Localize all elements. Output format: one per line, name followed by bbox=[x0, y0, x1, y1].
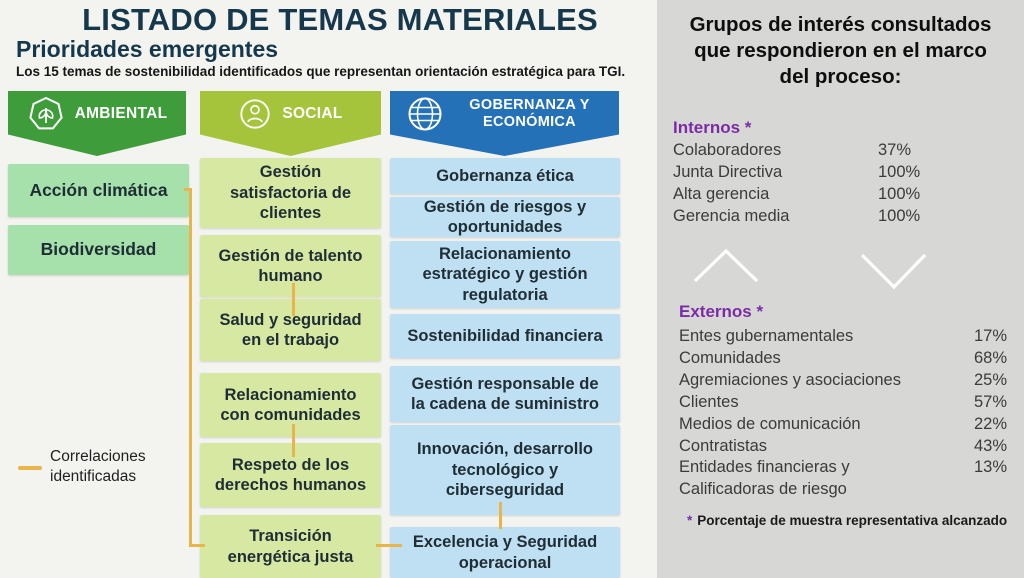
external-row: Medios de comunicación 22% bbox=[679, 414, 1007, 436]
column-header-gobernanza: GOBERNANZA Y ECONÓMICA bbox=[390, 91, 619, 156]
stakeholder-label: Alta gerencia bbox=[673, 185, 770, 203]
chevron-up-icon bbox=[693, 248, 759, 283]
stakeholder-value: 100% bbox=[878, 185, 921, 203]
column-header-label: AMBIENTAL bbox=[74, 104, 168, 122]
stakeholder-value: 100% bbox=[878, 207, 921, 225]
leaf-badge-icon bbox=[27, 95, 65, 133]
topic-card-sostenibilidad-financiera: Sostenibilidad financiera bbox=[390, 314, 620, 358]
topic-card-salud-seguridad: Salud y seguridad en el trabajo bbox=[200, 299, 381, 361]
page-subtitle: Prioridades emergentes bbox=[16, 36, 279, 62]
topic-card-riesgos-oportunidades: Gestión de riesgos y oportunidades bbox=[390, 197, 620, 237]
stakeholder-label: Entidades financieras y Calificadoras de… bbox=[679, 458, 850, 499]
external-group-heading: Externos * bbox=[679, 302, 764, 321]
footnote-asterisk: * bbox=[687, 513, 693, 528]
correlation-connector bbox=[189, 544, 205, 547]
stakeholder-label: Clientes bbox=[679, 392, 739, 411]
internal-group-heading: Internos * bbox=[673, 118, 752, 137]
stakeholder-value: 68% bbox=[973, 348, 1007, 367]
correlation-line-swatch bbox=[18, 466, 42, 470]
chevron-down-icon bbox=[860, 253, 927, 290]
stakeholder-label: Agremiaciones y asociaciones bbox=[679, 370, 901, 389]
stakeholder-value: 43% bbox=[973, 436, 1007, 455]
legend-label: Correlaciones identificadas bbox=[50, 448, 146, 486]
stakeholder-value: 25% bbox=[973, 370, 1007, 389]
footnote-text: Porcentaje de muestra representativa alc… bbox=[697, 513, 1008, 528]
panel-footnote: * Porcentaje de muestra representativa al… bbox=[687, 513, 1007, 528]
external-row: Comunidades 68% bbox=[679, 348, 1007, 370]
column-header-label: GOBERNANZA Y ECONÓMICA bbox=[469, 96, 590, 130]
topic-card-relacionamiento-estrategico: Relacionamiento estratégico y gestión re… bbox=[390, 241, 620, 308]
column-header-social: SOCIAL bbox=[200, 91, 381, 156]
chevron-decorations bbox=[693, 248, 927, 290]
internal-row: Gerencia media 100% bbox=[673, 207, 1008, 229]
topic-card-gobernanza-etica: Gobernanza ética bbox=[390, 158, 620, 194]
external-row: Entes gubernamentales 17% bbox=[679, 326, 1007, 348]
internal-row: Colaboradores 37% bbox=[673, 141, 1008, 163]
stakeholder-label: Comunidades bbox=[679, 348, 781, 367]
internal-row: Junta Directiva 100% bbox=[673, 163, 1008, 185]
correlation-connector bbox=[184, 188, 192, 191]
external-rows: Entes gubernamentales 17% Comunidades 68… bbox=[679, 326, 1007, 501]
correlation-connector bbox=[376, 544, 402, 547]
page-description: Los 15 temas de sostenibilidad identific… bbox=[16, 64, 626, 79]
person-icon bbox=[238, 97, 272, 131]
correlation-connector bbox=[292, 283, 295, 316]
stakeholder-value: 22% bbox=[973, 414, 1007, 433]
correlation-connector bbox=[292, 424, 295, 457]
stakeholder-label: Junta Directiva bbox=[673, 163, 783, 181]
topic-card-excelencia-operacional: Excelencia y Seguridad operacional bbox=[390, 527, 620, 578]
stakeholder-label: Colaboradores bbox=[673, 141, 782, 159]
stakeholder-label: Medios de comunicación bbox=[679, 414, 861, 433]
globe-icon bbox=[405, 94, 445, 134]
topic-card-gestion-clientes: Gestión satisfactoria de clientes bbox=[200, 158, 381, 228]
stakeholder-value: 13% bbox=[973, 458, 1007, 477]
panel-title: Grupos de interés consultados que respon… bbox=[689, 13, 992, 89]
stakeholder-value: 57% bbox=[973, 392, 1007, 411]
external-row: Agremiaciones y asociaciones 25% bbox=[679, 370, 1007, 392]
topic-card-relacionamiento-comunidades: Relacionamiento con comunidades bbox=[200, 373, 381, 437]
stakeholder-value: 17% bbox=[973, 327, 1007, 345]
topic-card-innovacion-ciberseguridad: Innovación, desarrollo tecnológico y cib… bbox=[390, 425, 620, 515]
column-header-ambiental: AMBIENTAL bbox=[8, 91, 186, 156]
column-header-label: SOCIAL bbox=[282, 104, 343, 122]
internal-row: Alta gerencia 100% bbox=[673, 185, 1008, 207]
stakeholders-panel: Grupos de interés consultados que respon… bbox=[657, 0, 1024, 578]
topic-card-derechos-humanos: Respeto de los derechos humanos bbox=[200, 443, 381, 507]
correlation-connector bbox=[189, 188, 192, 547]
stakeholder-value: 37% bbox=[878, 141, 912, 159]
correlation-connector bbox=[499, 502, 502, 529]
stakeholder-label: Entes gubernamentales bbox=[679, 327, 854, 345]
topic-card-biodiversidad: Biodiversidad bbox=[8, 225, 189, 275]
stakeholder-label: Gerencia media bbox=[673, 207, 790, 225]
external-row: Contratistas 43% bbox=[679, 436, 1007, 458]
external-row: Entidades financieras y Calificadoras de… bbox=[679, 457, 1007, 501]
external-row: Clientes 57% bbox=[679, 392, 1007, 414]
topic-card-transicion-energetica: Transición energética justa bbox=[200, 515, 381, 578]
topic-card-accion-climatica: Acción climática bbox=[8, 164, 189, 217]
page-title: LISTADO DE TEMAS MATERIALES bbox=[82, 2, 598, 37]
stakeholder-value: 100% bbox=[878, 163, 921, 181]
topic-card-talento-humano: Gestión de talento humano bbox=[200, 235, 381, 297]
stakeholder-label: Contratistas bbox=[679, 436, 768, 455]
topic-card-cadena-suministro: Gestión responsable de la cadena de sumi… bbox=[390, 366, 620, 422]
